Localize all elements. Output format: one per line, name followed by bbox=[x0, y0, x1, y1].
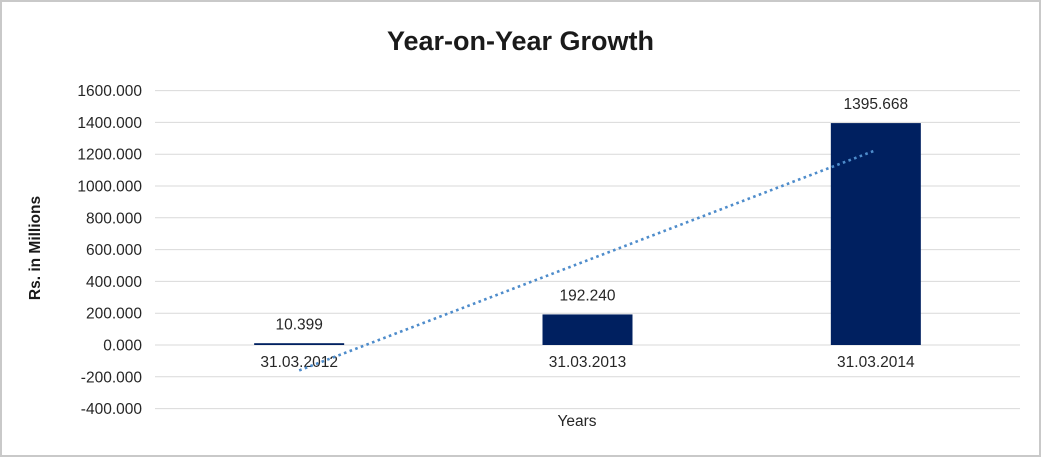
bar bbox=[542, 314, 633, 345]
x-axis-title: Years bbox=[557, 413, 597, 430]
y-tick-label: 1000.000 bbox=[77, 179, 142, 196]
chart-title: Year-on-Year Growth bbox=[386, 26, 655, 56]
bar bbox=[254, 343, 345, 345]
y-tick-label: 1400.000 bbox=[77, 115, 142, 132]
y-tick-label: -400.000 bbox=[81, 401, 143, 418]
trendline bbox=[298, 148, 877, 372]
bar bbox=[830, 123, 921, 345]
bar-data-label: 192.240 bbox=[559, 287, 615, 304]
y-tick-label: 1200.000 bbox=[77, 147, 142, 164]
bar-data-label: 10.399 bbox=[275, 316, 322, 333]
x-category-label: 31.03.2013 bbox=[549, 354, 627, 371]
y-tick-label: 600.000 bbox=[86, 242, 142, 259]
y-tick-label: 0.000 bbox=[103, 338, 142, 355]
y-tick-label: 400.000 bbox=[86, 274, 142, 291]
y-tick-label: 200.000 bbox=[86, 306, 142, 323]
x-category-label: 31.03.2012 bbox=[260, 354, 338, 371]
y-tick-label: 800.000 bbox=[86, 210, 142, 227]
y-tick-label: -200.000 bbox=[81, 369, 143, 386]
bar-data-label: 1395.668 bbox=[844, 96, 909, 113]
x-category-label: 31.03.2014 bbox=[837, 354, 915, 371]
y-tick-label: 1600.000 bbox=[77, 83, 142, 100]
